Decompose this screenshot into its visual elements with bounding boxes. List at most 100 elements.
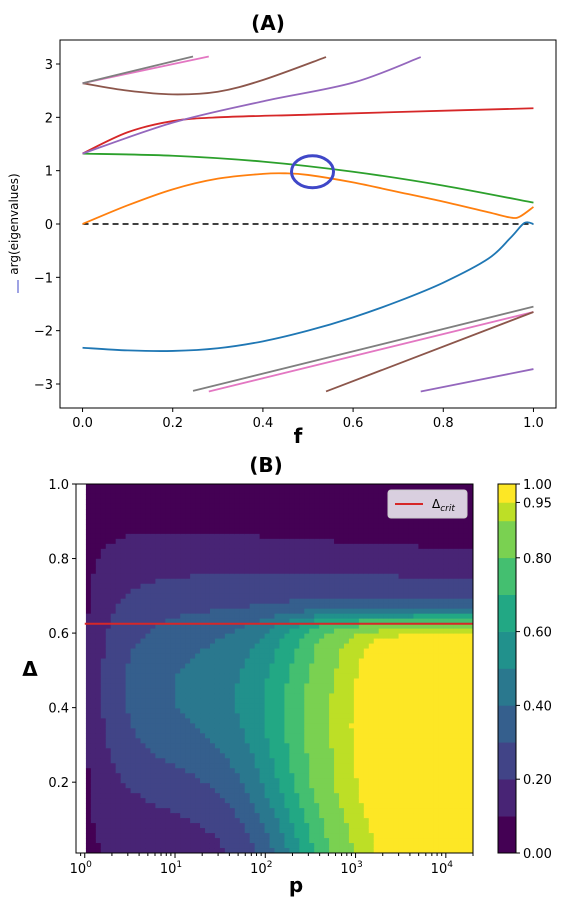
contour-cell <box>369 484 375 490</box>
contour-cell <box>240 654 246 660</box>
contour-cell <box>265 678 271 684</box>
contour-cell <box>170 499 176 505</box>
contour-cell <box>155 669 161 675</box>
contour-cell <box>225 738 231 744</box>
contour-cell <box>136 539 142 545</box>
contour-cell <box>265 609 271 615</box>
y-tick-label: 1 <box>45 165 53 180</box>
contour-cell <box>225 698 231 704</box>
contour-cell <box>111 589 117 595</box>
contour-cell <box>324 614 330 620</box>
contour-cell <box>145 494 151 500</box>
contour-cell <box>116 589 122 595</box>
contour-cell <box>200 564 206 570</box>
contour-cell <box>205 803 211 809</box>
contour-cell <box>270 559 276 565</box>
contour-cell <box>81 748 87 754</box>
contour-cell <box>180 833 186 839</box>
contour-cell <box>359 728 365 734</box>
contour-cell <box>284 693 290 699</box>
contour-cell <box>205 753 211 759</box>
contour-cell <box>165 539 171 545</box>
contour-cell <box>314 733 320 739</box>
contour-cell <box>101 604 107 610</box>
contour-cell <box>200 828 206 834</box>
contour-cell <box>155 544 161 550</box>
contour-cell <box>76 688 82 694</box>
contour-cell <box>354 823 360 829</box>
contour-cell <box>245 753 251 759</box>
contour-cell <box>230 673 236 679</box>
contour-cell <box>150 554 156 560</box>
contour-cell <box>364 519 370 525</box>
contour-cell <box>195 703 201 709</box>
contour-cell <box>319 763 325 769</box>
contour-cell <box>185 629 191 635</box>
contour-cell <box>260 833 266 839</box>
contour-cell <box>389 579 395 585</box>
contour-cell <box>344 783 350 789</box>
contour-cell <box>81 629 87 635</box>
contour-cell <box>200 793 206 799</box>
contour-cell <box>170 693 176 699</box>
contour-cell <box>245 673 251 679</box>
contour-cell <box>126 718 132 724</box>
contour-cell <box>230 723 236 729</box>
contour-cell <box>359 793 365 799</box>
contour-cell <box>354 728 360 734</box>
contour-cell <box>150 584 156 590</box>
contour-cell <box>404 654 410 660</box>
contour-cell <box>354 529 360 535</box>
contour-cell <box>275 554 281 560</box>
contour-cell <box>289 584 295 590</box>
contour-cell <box>111 504 117 510</box>
contour-cell <box>309 698 315 704</box>
contour-cell <box>304 489 310 495</box>
contour-cell <box>344 838 350 844</box>
contour-cell <box>389 748 395 754</box>
contour-cell <box>354 534 360 540</box>
contour-cell <box>101 629 107 635</box>
contour-cell <box>190 733 196 739</box>
contour-cell <box>230 688 236 694</box>
contour-cell <box>86 629 92 635</box>
contour-cell <box>81 753 87 759</box>
contour-cell <box>165 649 171 655</box>
contour-cell <box>160 783 166 789</box>
contour-cell <box>131 669 137 675</box>
contour-cell <box>210 703 216 709</box>
contour-cell <box>230 778 236 784</box>
contour-cell <box>339 644 345 650</box>
contour-cell <box>329 778 335 784</box>
contour-cell <box>339 803 345 809</box>
contour-cell <box>354 713 360 719</box>
contour-cell <box>349 688 355 694</box>
contour-cell <box>349 698 355 704</box>
contour-cell <box>329 748 335 754</box>
contour-cell <box>334 738 340 744</box>
contour-cell <box>136 703 142 709</box>
contour-cell <box>235 669 241 675</box>
contour-cell <box>319 778 325 784</box>
contour-cell <box>185 659 191 665</box>
contour-cell <box>384 484 390 490</box>
contour-cell <box>175 514 181 520</box>
contour-cell <box>255 509 261 515</box>
contour-cell <box>175 843 181 849</box>
contour-cell <box>111 639 117 645</box>
contour-cell <box>279 758 285 764</box>
contour-cell <box>160 788 166 794</box>
contour-cell <box>374 808 380 814</box>
contour-cell <box>299 793 305 799</box>
contour-cell <box>354 833 360 839</box>
contour-cell <box>255 823 261 829</box>
contour-cell <box>379 788 385 794</box>
contour-cell <box>200 833 206 839</box>
contour-cell <box>359 549 365 555</box>
contour-cell <box>279 798 285 804</box>
contour-cell <box>334 634 340 640</box>
contour-cell <box>359 589 365 595</box>
contour-cell <box>126 584 132 590</box>
contour-cell <box>121 813 127 819</box>
contour-cell <box>195 594 201 600</box>
